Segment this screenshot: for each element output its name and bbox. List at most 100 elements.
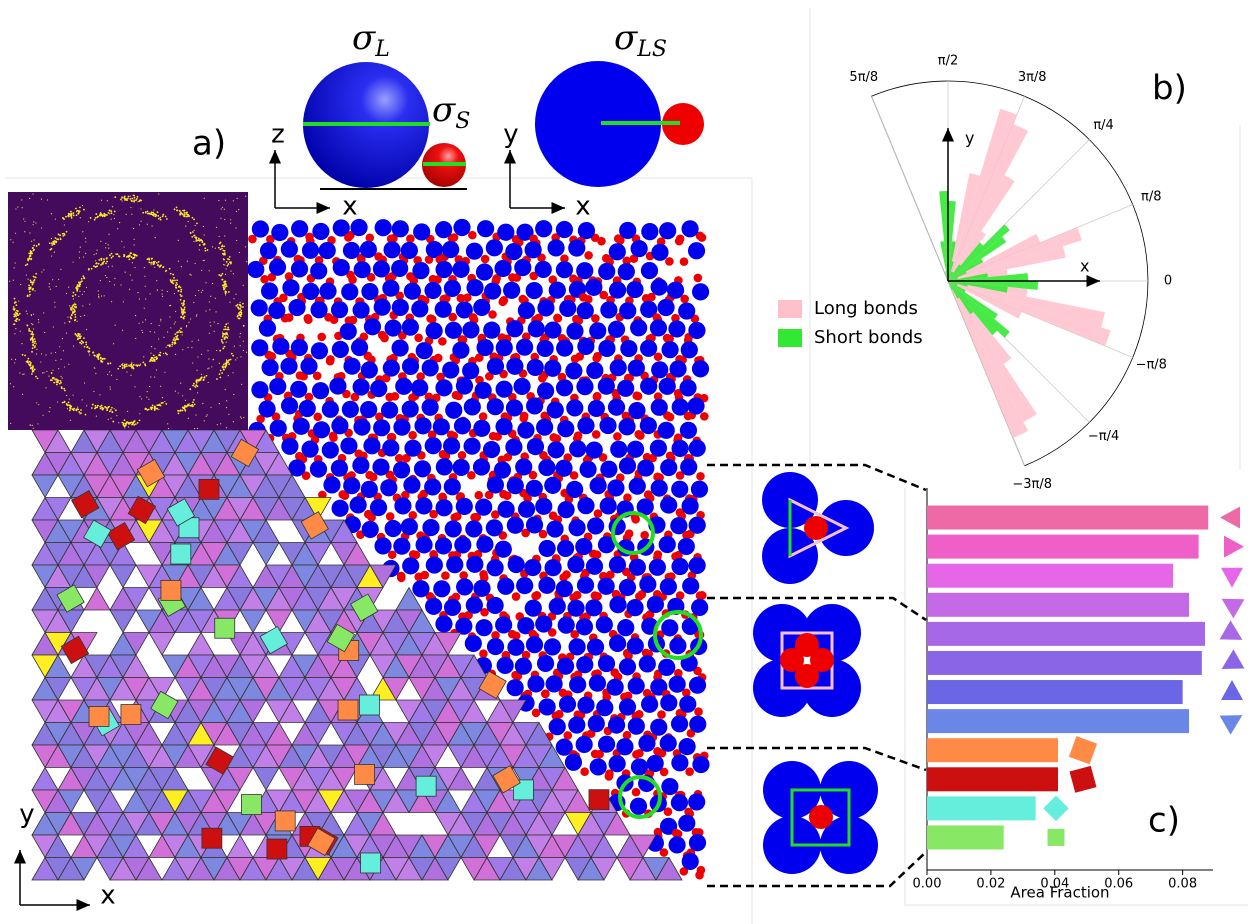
diffraction-spot <box>159 404 162 407</box>
diffraction-spot <box>191 216 194 219</box>
diffraction-spot <box>120 198 122 201</box>
panel-label: b) <box>1152 69 1187 109</box>
large-particle <box>609 359 627 377</box>
large-particle <box>309 460 328 478</box>
large-particle <box>524 241 542 259</box>
diffraction-speckle <box>212 359 214 361</box>
diffraction-spot <box>177 412 180 415</box>
small-particle <box>380 333 389 343</box>
diffraction-speckle <box>12 279 14 281</box>
large-particle <box>321 441 339 459</box>
diffraction-speckle <box>238 208 240 211</box>
large-particle <box>678 738 696 756</box>
diffraction-spot <box>239 315 242 318</box>
diffraction-speckle <box>131 361 133 363</box>
large-particle <box>463 398 481 416</box>
large-particle <box>332 259 350 277</box>
small-particle <box>659 848 669 857</box>
large-particle <box>290 380 308 398</box>
diffraction-speckle <box>100 199 103 201</box>
large-particle <box>411 379 429 397</box>
large-particle <box>600 460 618 478</box>
large-particle <box>671 439 689 458</box>
diffraction-speckle <box>21 199 23 201</box>
diffraction-speckle <box>106 200 108 202</box>
diffraction-speckle <box>82 231 84 233</box>
diffraction-speckle <box>46 370 48 373</box>
large-particle <box>577 222 596 240</box>
diffraction-spot <box>156 404 159 407</box>
polar-bar <box>948 236 1007 281</box>
diffraction-speckle <box>72 298 75 300</box>
large-particle <box>544 476 562 494</box>
diffraction-spot <box>159 351 162 354</box>
tile-square <box>513 779 534 801</box>
large-particle <box>330 301 349 319</box>
diffraction-spot <box>151 406 154 409</box>
large-particle <box>626 599 644 617</box>
diffraction-background <box>8 192 248 430</box>
diffraction-speckle <box>131 279 133 281</box>
diffraction-spot <box>75 214 78 217</box>
diffraction-spot <box>236 315 239 318</box>
large-particle <box>331 417 349 435</box>
diffraction-speckle <box>236 357 238 359</box>
polar-bar <box>948 281 953 291</box>
diffraction-speckle <box>208 358 210 360</box>
small-particle <box>366 273 376 282</box>
diffraction-spot <box>125 255 128 258</box>
tile-square <box>106 521 136 551</box>
diffraction-spot <box>198 237 200 240</box>
small-particle <box>695 591 705 600</box>
diffraction-spot <box>100 404 103 407</box>
large-particle <box>659 734 677 752</box>
diffraction-speckle <box>9 383 11 385</box>
diffraction-spot <box>106 214 108 216</box>
large-particle <box>516 223 534 241</box>
diffraction-speckle <box>95 372 97 375</box>
tile-square <box>241 794 262 815</box>
diffraction-spot <box>15 313 17 316</box>
diffraction-speckle <box>21 342 23 345</box>
polar-bar <box>948 281 1022 319</box>
tile-square <box>201 827 223 849</box>
diffraction-spot <box>176 331 178 334</box>
diffraction-spot <box>29 253 32 255</box>
small-particle <box>438 492 447 502</box>
diffraction-spot <box>150 406 152 409</box>
diffraction-speckle <box>83 382 86 384</box>
tile-triangle <box>44 677 72 701</box>
diffraction-spot <box>48 242 51 245</box>
large-particle <box>258 400 276 418</box>
large-particle <box>321 400 339 418</box>
subscript: S <box>455 109 470 134</box>
large-particle <box>507 555 525 574</box>
small-particle <box>573 431 583 440</box>
diffraction-speckle <box>123 246 125 248</box>
diffraction-spot <box>35 245 38 247</box>
diffraction-spot <box>121 421 124 424</box>
large-particle <box>394 497 412 515</box>
diffraction-spot <box>27 357 30 360</box>
diffraction-spot <box>82 275 85 278</box>
tile-square <box>56 584 85 613</box>
polar-bar <box>948 281 1037 423</box>
panel-label: a) <box>192 124 226 164</box>
diffraction-speckle <box>86 328 88 331</box>
theta-tick-label: 3π/8 <box>1018 70 1047 85</box>
diffraction-speckle <box>154 266 156 268</box>
small-particle <box>441 451 451 461</box>
diffraction-spot <box>236 303 239 306</box>
diffraction-spot <box>79 335 82 338</box>
diffraction-speckle <box>201 353 203 355</box>
diffraction-spot <box>222 286 225 289</box>
diffraction-spot <box>242 324 245 327</box>
large-particle <box>535 497 553 515</box>
diffraction-spot <box>36 377 39 380</box>
large-particle <box>444 321 463 339</box>
diffraction-speckle <box>173 323 175 325</box>
small-particle <box>615 236 625 245</box>
diffraction-speckle <box>211 282 214 285</box>
large-particle <box>513 377 531 396</box>
diffraction-speckle <box>154 348 156 350</box>
